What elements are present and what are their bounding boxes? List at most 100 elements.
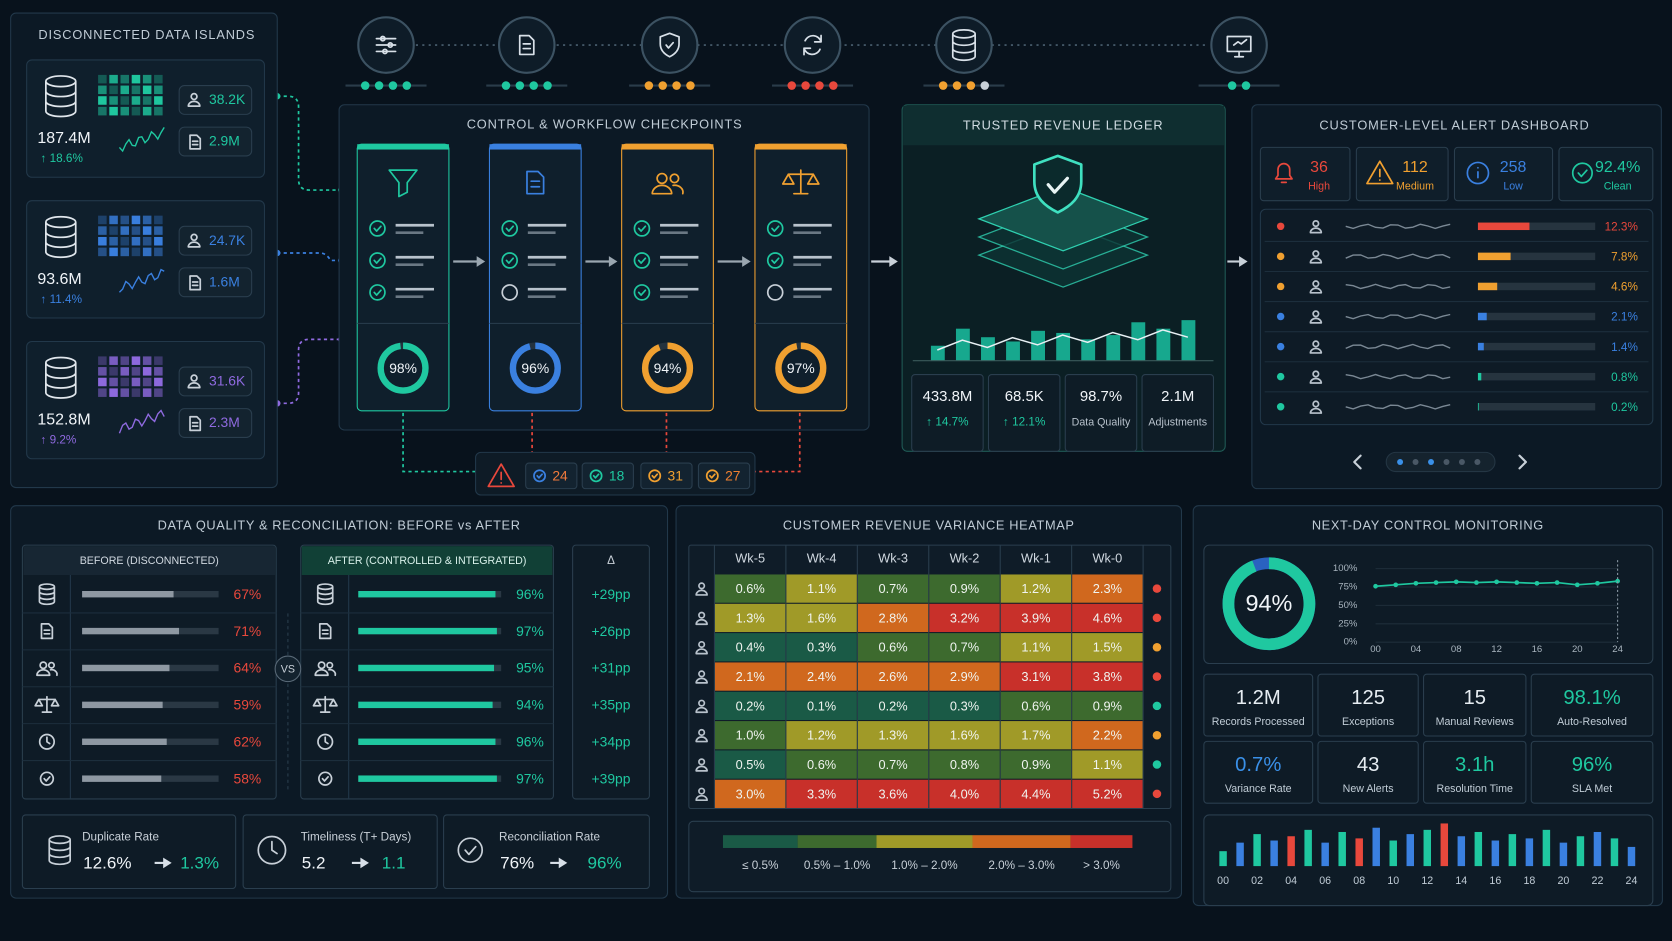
heatmap-cell: [857, 721, 929, 750]
pager-dot: [1474, 458, 1481, 465]
hourly-bar: [1355, 838, 1363, 867]
next-page[interactable]: [1518, 454, 1527, 470]
x-tick-label: 18: [1523, 875, 1535, 887]
cell-label: 1.3%: [878, 728, 907, 743]
status-dot: [658, 81, 667, 90]
sparkline: [1345, 283, 1451, 290]
quality-bar: [82, 701, 163, 709]
quality-bar: [82, 738, 167, 745]
alert-summary: [1259, 146, 1351, 202]
island-change: ↑ 9.2%: [41, 434, 77, 447]
empty-check-icon: [501, 284, 519, 301]
alert-count: 24: [552, 468, 568, 484]
heatmap-cell: [857, 603, 929, 633]
hourly-bar: [1406, 834, 1414, 867]
grid-cell: [98, 377, 107, 387]
status-dot: [388, 81, 398, 90]
row-status: [1152, 584, 1162, 593]
status-dot: [644, 81, 654, 90]
delta-value: +34pp: [592, 733, 631, 749]
monitor-point: [1554, 580, 1560, 585]
grid-cell: [109, 96, 118, 105]
row-status: [1152, 613, 1162, 623]
island-users: 38.2K: [209, 91, 246, 107]
grid-cell: [109, 377, 118, 387]
stat-value: 98.7%: [1080, 388, 1122, 405]
pager-dot: [1458, 458, 1465, 465]
status-dot: [1276, 342, 1285, 351]
ledger-bar: [1056, 332, 1071, 361]
risk-score: 0.2%: [1611, 401, 1638, 414]
cell-label: 0.3%: [950, 698, 979, 713]
legend-label: 1.0% – 2.0%: [891, 859, 957, 872]
delta-column: [572, 544, 650, 800]
ledger-trend: [937, 329, 1189, 351]
quality-bar: [82, 664, 170, 672]
status-dot: [801, 81, 810, 90]
checkpoint-score: 98%: [389, 360, 417, 376]
table-header: [301, 546, 553, 575]
kpi-label: Variance Rate: [1225, 783, 1292, 795]
check-icon: [1571, 162, 1593, 184]
summary-value: 92.4%: [1595, 159, 1640, 176]
cell-label: 1.5%: [1093, 640, 1122, 655]
user-icon: [695, 582, 708, 596]
kpi-label: Manual Reviews: [1436, 716, 1514, 728]
pipeline-node: [1210, 16, 1268, 74]
cell-label: 2.2%: [1093, 728, 1122, 743]
gauge-label: 94%: [1245, 590, 1292, 616]
user-icon: [695, 641, 708, 655]
ledger-bar: [1081, 339, 1096, 361]
grid-cell: [120, 356, 130, 365]
heatmap-cell: [1000, 633, 1072, 662]
grid-cell: [120, 215, 130, 225]
cell-label: 1.2%: [1021, 581, 1050, 596]
bar-track: [1477, 222, 1596, 231]
island-total: 93.6M: [37, 271, 81, 288]
hourly-bar: [1372, 827, 1380, 867]
checkpoint-score: 94%: [654, 360, 682, 376]
grid-cell: [154, 236, 163, 246]
prev-page[interactable]: [1353, 454, 1362, 470]
heatmap-cell: [714, 750, 786, 779]
column-header: Wk-4: [807, 550, 837, 565]
grid-cell: [142, 388, 152, 397]
x-tick-label: 00: [1217, 875, 1229, 887]
bar-track: [1477, 312, 1596, 321]
bar-track: [1477, 372, 1596, 381]
user-icon: [1309, 220, 1323, 234]
user-icon: [1309, 340, 1323, 354]
check-icon: [766, 252, 784, 269]
check-icon: [766, 220, 784, 237]
kpi-after: 96%: [588, 853, 622, 872]
grid-cell: [142, 215, 152, 225]
user-icon: [1309, 400, 1323, 414]
hourly-bar: [1219, 851, 1227, 867]
grid-cell: [120, 367, 130, 376]
grid-cell: [131, 388, 141, 397]
document-icon: [40, 622, 54, 640]
user-icon: [1309, 280, 1323, 294]
island-total: 152.8M: [37, 412, 90, 429]
grid-cell: [98, 367, 107, 376]
grid-cell: [109, 367, 118, 376]
gauge-arc: [641, 342, 694, 394]
heatmap-cell: [857, 662, 929, 691]
database-icon: [44, 215, 77, 259]
grid-cell: [120, 236, 130, 246]
hourly-bar: [1457, 836, 1466, 867]
heatmap-cell: [786, 750, 857, 779]
alert-badge: [525, 462, 578, 490]
database-icon: [48, 835, 72, 866]
grid-cell: [98, 85, 107, 95]
grid-cell: [120, 74, 130, 84]
grid-cell: [120, 96, 130, 105]
legend-label: 0.5% – 1.0%: [804, 859, 870, 872]
database-icon: [38, 583, 56, 606]
status-dot: [787, 81, 797, 90]
status-dot: [829, 81, 838, 90]
panel-title: NEXT-DAY CONTROL MONITORING: [1312, 517, 1544, 532]
status-dot: [672, 81, 681, 90]
kpi-value: 43: [1357, 754, 1380, 776]
sparkline: [1345, 373, 1451, 380]
